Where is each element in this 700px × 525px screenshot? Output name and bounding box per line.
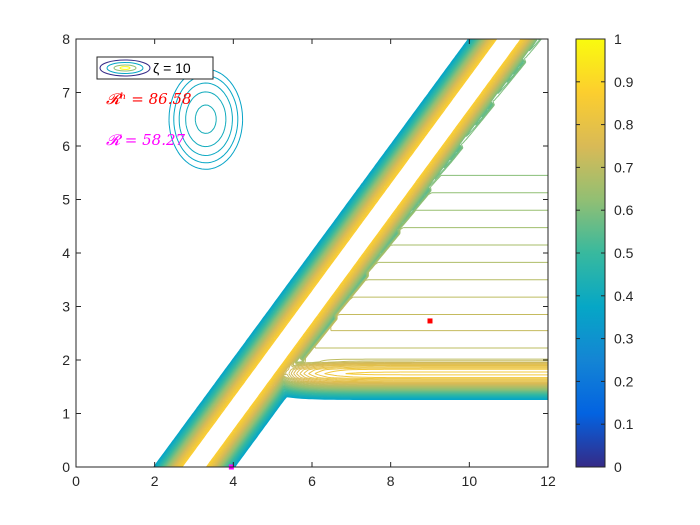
colorbar-tick-label: 0.2 <box>614 373 634 389</box>
colorbar-tick-label: 0.6 <box>614 202 634 218</box>
colorbar-tick-label: 0.3 <box>614 331 634 347</box>
colorbar-tick-label: 0.4 <box>614 288 634 304</box>
contour-line <box>181 39 522 467</box>
colorbar-tick-label: 0.7 <box>614 159 634 175</box>
y-tick-label: 2 <box>62 352 70 368</box>
contour-line <box>179 39 548 467</box>
contour-line <box>171 39 548 467</box>
contour-line <box>173 39 548 467</box>
y-tick-label: 4 <box>62 245 70 261</box>
y-tick-label: 3 <box>62 299 70 315</box>
contour-line <box>174 39 548 467</box>
x-tick-label: 10 <box>462 473 478 489</box>
contour-line <box>177 39 548 467</box>
colorbar-ticks: 0 0.1 0.2 0.3 0.4 0.5 0.6 0.7 0.8 0.9 1 <box>576 31 634 475</box>
x-tick-label: 2 <box>151 473 159 489</box>
y-tick-label: 1 <box>62 406 70 422</box>
marker-0 <box>427 318 433 324</box>
legend-label: ζ = 10 <box>153 60 191 76</box>
colorbar-tick-label: 0.1 <box>614 416 634 432</box>
colorbar <box>575 38 606 468</box>
annotation-r-h: 𝓡ʰ = 86.58 <box>106 90 192 108</box>
colorbar-tick-label: 0.8 <box>614 117 634 133</box>
contour-line <box>171 39 548 467</box>
contour-line <box>180 39 523 467</box>
contour-line <box>173 39 548 467</box>
contour-line <box>175 39 548 467</box>
legend: ζ = 10 <box>96 56 214 80</box>
y-tick-label: 6 <box>62 138 70 154</box>
x-tick-label: 12 <box>540 473 556 489</box>
contour-line <box>176 39 548 467</box>
colorbar-tick-label: 0.5 <box>614 245 634 261</box>
y-tick-label: 5 <box>62 192 70 208</box>
y-tick-label: 0 <box>62 459 70 475</box>
x-tick-label: 4 <box>229 473 237 489</box>
contour-line <box>169 39 548 467</box>
y-tick-label: 8 <box>62 31 70 47</box>
legend-symbol <box>99 59 151 77</box>
annotation-r: 𝓡 = 58.27 <box>106 131 186 149</box>
x-tick-label: 0 <box>72 473 80 489</box>
colorbar-tick-label: 0 <box>614 459 622 475</box>
contour-lines <box>153 39 548 467</box>
colorbar-tick-label: 0.9 <box>614 74 634 90</box>
x-tick-label: 8 <box>387 473 395 489</box>
y-tick-label: 7 <box>62 85 70 101</box>
x-tick-label: 6 <box>308 473 316 489</box>
colorbar-tick-label: 1 <box>614 31 622 47</box>
